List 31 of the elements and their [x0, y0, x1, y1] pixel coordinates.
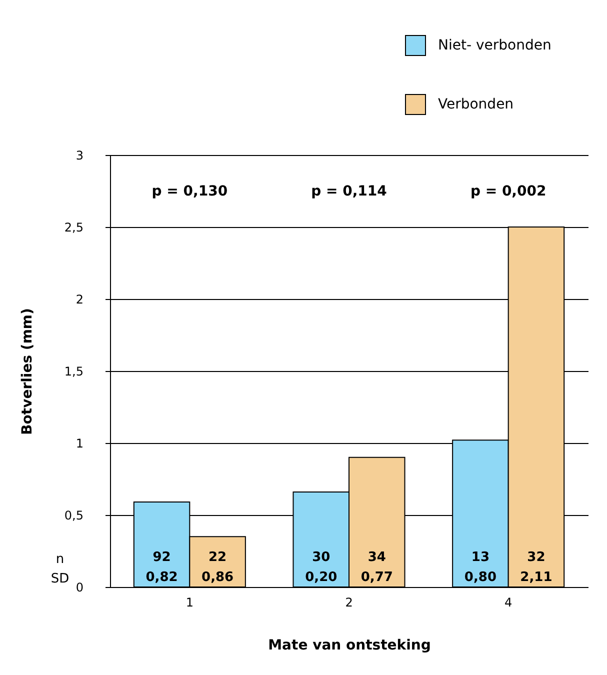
- text: n: [56, 552, 64, 567]
- y-tick-label: 1,5: [64, 364, 84, 378]
- annotation: p = 0,130: [152, 184, 228, 200]
- y-tick-label: 3: [76, 148, 84, 162]
- annotation: 0,80: [464, 570, 496, 586]
- legend-label: Verbonden: [438, 96, 514, 112]
- x-tick-label: 1: [186, 596, 194, 610]
- annotation: p = 0,002: [470, 184, 546, 200]
- annotation: 0,86: [202, 570, 234, 586]
- legend-label: Niet- verbonden: [438, 38, 552, 54]
- x-tick-label: 4: [504, 596, 512, 610]
- annotation: 32: [527, 550, 546, 565]
- annotation: 22: [208, 550, 227, 565]
- annotation: 30: [312, 550, 330, 565]
- annotation: 92: [152, 550, 171, 565]
- y-axis-title: Botverlies (mm): [19, 308, 36, 435]
- x-tick-label: 2: [345, 596, 353, 610]
- annotation: 2,11: [520, 570, 552, 586]
- y-tick-label: 0,5: [64, 508, 84, 522]
- text: SD: [50, 571, 70, 586]
- annotation: 0,77: [360, 570, 393, 586]
- annotation: 34: [368, 550, 386, 565]
- annotation: 0,20: [305, 570, 338, 586]
- annotation: 0,82: [146, 570, 178, 586]
- y-tick-label: 0: [76, 580, 84, 594]
- annotation: 13: [471, 550, 490, 565]
- y-tick-label: 2,5: [64, 220, 84, 234]
- y-tick-label: 1: [76, 436, 84, 450]
- annotation: p = 0,114: [311, 184, 388, 200]
- y-tick-label: 2: [76, 292, 84, 306]
- x-axis-title: Mate van ontsteking: [268, 638, 431, 654]
